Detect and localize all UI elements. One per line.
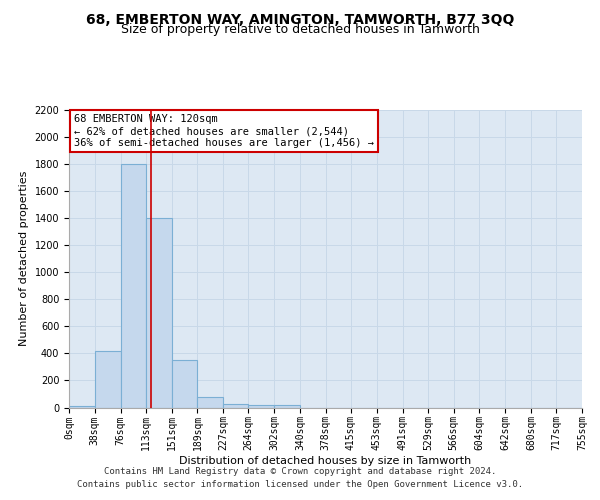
Bar — [172, 360, 197, 408]
Bar — [95, 350, 121, 408]
Bar — [248, 405, 274, 407]
Text: 68 EMBERTON WAY: 120sqm
← 62% of detached houses are smaller (2,544)
36% of semi: 68 EMBERTON WAY: 120sqm ← 62% of detache… — [74, 114, 374, 148]
Y-axis label: Number of detached properties: Number of detached properties — [19, 171, 29, 346]
Text: Size of property relative to detached houses in Tamworth: Size of property relative to detached ho… — [121, 22, 479, 36]
Bar — [121, 164, 146, 408]
Text: Contains HM Land Registry data © Crown copyright and database right 2024.: Contains HM Land Registry data © Crown c… — [104, 467, 496, 476]
Bar — [146, 218, 172, 408]
Bar — [69, 406, 95, 407]
Text: Contains public sector information licensed under the Open Government Licence v3: Contains public sector information licen… — [77, 480, 523, 489]
Bar — [223, 404, 248, 407]
Bar — [274, 405, 300, 407]
Bar — [197, 398, 223, 407]
Text: 68, EMBERTON WAY, AMINGTON, TAMWORTH, B77 3QQ: 68, EMBERTON WAY, AMINGTON, TAMWORTH, B7… — [86, 12, 514, 26]
X-axis label: Distribution of detached houses by size in Tamworth: Distribution of detached houses by size … — [179, 456, 472, 466]
